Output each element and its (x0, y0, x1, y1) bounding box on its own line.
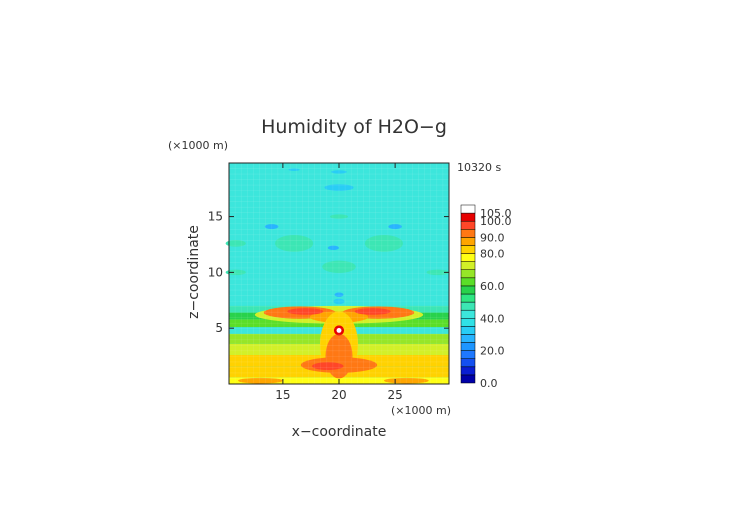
y-tick-label: 15 (208, 210, 223, 224)
colorbar-level-2 (460, 358, 476, 368)
humidity-cell-21 (225, 240, 246, 247)
y-tick-label: 10 (208, 265, 223, 279)
humidity-cell-26 (334, 292, 344, 297)
humidity-cell-9 (336, 327, 342, 333)
x-axis: 15 20 25 (275, 163, 403, 402)
humidity-cell-27 (333, 298, 345, 305)
colorbar-level-6 (460, 326, 476, 335)
humidity-cell-28 (327, 245, 339, 251)
colorbar-level-13 (460, 269, 476, 279)
colorbar-level-18 (460, 229, 476, 238)
x-unit-label: (×1000 m) (391, 404, 451, 417)
humidity-cell-25 (288, 168, 300, 172)
humidity-cell-20 (322, 260, 356, 273)
humidity-cell-12 (237, 377, 283, 384)
time-label: 10320 s (457, 161, 501, 174)
humidity-cell-17 (330, 214, 348, 219)
colorbar-tick-label: 90.0 (480, 231, 505, 244)
x-axis-label: x−coordinate (292, 424, 387, 440)
colorbar-level-12 (460, 277, 476, 287)
colorbar-tick-label: 0.0 (480, 377, 498, 390)
colorbar-level-7 (460, 318, 476, 327)
colorbar-level-19 (460, 220, 476, 230)
colorbar-level-4 (460, 342, 476, 351)
humidity-cell-16 (388, 224, 402, 230)
chart-title: Humidity of H2O−g (261, 116, 447, 138)
colorbar-level-3 (460, 350, 476, 359)
colorbar-tick-label: 80.0 (480, 248, 505, 261)
colorbar-tick-label: 60.0 (480, 280, 505, 293)
colorbar-tick-label: 105.0 (480, 207, 512, 220)
humidity-cell-15 (264, 224, 279, 230)
x-tick-label: 15 (275, 388, 290, 402)
humidity-cell-19 (364, 234, 403, 252)
z-unit-label: (×1000 m) (168, 139, 228, 152)
humidity-cell-5 (354, 308, 391, 315)
colorbar-level-9 (460, 301, 476, 311)
humidity-cell-24 (331, 170, 347, 174)
humidity-cell-23 (225, 269, 246, 276)
colorbar-level-0 (460, 374, 476, 384)
humidity-cell-18 (275, 234, 314, 252)
y-tick-label: 5 (215, 321, 223, 335)
colorbar-level-11 (460, 285, 476, 295)
colorbar-tick-label: 40.0 (480, 312, 505, 325)
humidity-cell-4 (287, 308, 324, 315)
colorbar-tick-label: 20.0 (480, 345, 505, 358)
y-axis: 5 10 15 (208, 210, 449, 335)
x-tick-label: 25 (387, 388, 402, 402)
colorbar-level-1 (460, 366, 476, 376)
humidity-cell-22 (426, 269, 449, 276)
colorbar-level-21 (460, 204, 476, 214)
colorbar-level-20 (460, 212, 476, 222)
colorbar-level-16 (460, 245, 476, 254)
humidity-cell-11 (312, 362, 344, 371)
colorbar-tick-label: 100.0 (480, 215, 512, 228)
colorbar-level-5 (460, 334, 476, 343)
heatmap-plot (225, 163, 449, 384)
x-tick-label: 20 (331, 388, 346, 402)
colorbar-level-15 (460, 253, 476, 262)
y-axis-label: z−coordinate (186, 225, 202, 319)
colorbar-level-8 (460, 309, 476, 319)
colorbar-level-10 (460, 293, 476, 303)
humidity-cell-14 (324, 184, 354, 191)
colorbar-level-17 (460, 237, 476, 246)
colorbar-level-14 (460, 261, 476, 270)
